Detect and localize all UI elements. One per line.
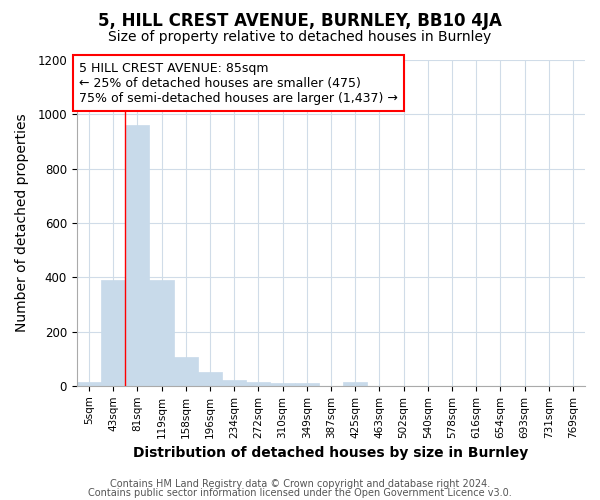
Bar (295, 383, 319, 386)
Bar (77, 382, 101, 386)
Bar (271, 383, 295, 386)
Text: 5, HILL CREST AVENUE, BURNLEY, BB10 4JA: 5, HILL CREST AVENUE, BURNLEY, BB10 4JA (98, 12, 502, 30)
Bar (149, 280, 173, 386)
Bar (125, 125, 149, 386)
Text: Contains HM Land Registry data © Crown copyright and database right 2024.: Contains HM Land Registry data © Crown c… (110, 479, 490, 489)
Bar (198, 372, 222, 386)
Bar (246, 382, 271, 386)
Text: Contains public sector information licensed under the Open Government Licence v3: Contains public sector information licen… (88, 488, 512, 498)
Bar (101, 280, 125, 386)
Text: Size of property relative to detached houses in Burnley: Size of property relative to detached ho… (109, 30, 491, 44)
Text: 5 HILL CREST AVENUE: 85sqm
← 25% of detached houses are smaller (475)
75% of sem: 5 HILL CREST AVENUE: 85sqm ← 25% of deta… (79, 62, 398, 104)
Bar (343, 382, 367, 386)
Y-axis label: Number of detached properties: Number of detached properties (15, 114, 29, 332)
X-axis label: Distribution of detached houses by size in Burnley: Distribution of detached houses by size … (133, 446, 529, 460)
Bar (222, 380, 246, 386)
Bar (173, 358, 198, 386)
